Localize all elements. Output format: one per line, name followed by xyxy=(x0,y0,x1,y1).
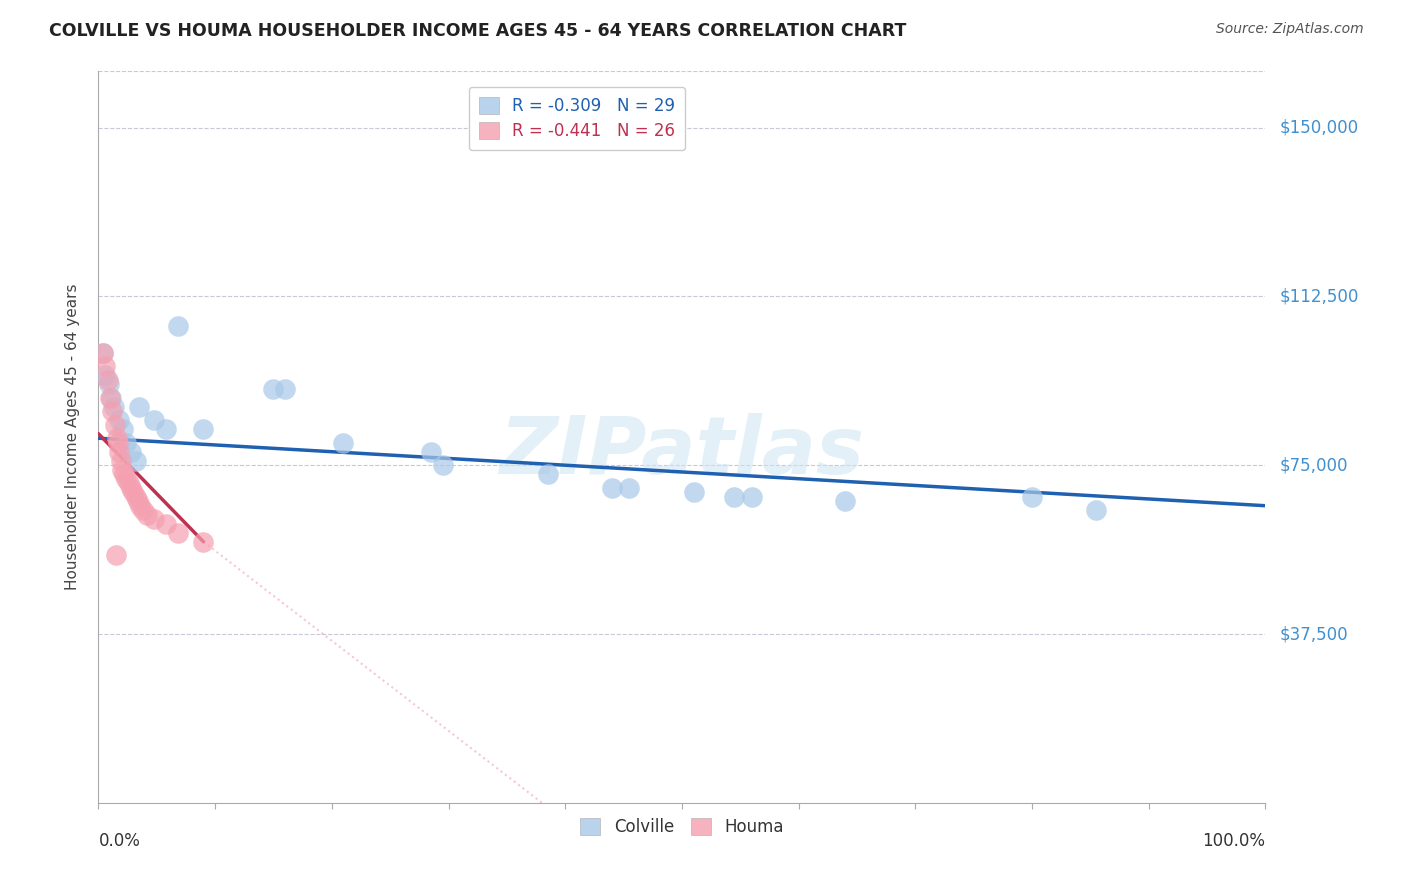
Point xyxy=(120,481,142,495)
Point xyxy=(120,444,142,458)
Point xyxy=(155,516,177,531)
Point xyxy=(166,318,188,333)
Point xyxy=(682,485,704,500)
Point xyxy=(600,481,623,495)
Text: Source: ZipAtlas.com: Source: ZipAtlas.com xyxy=(1216,22,1364,37)
Point xyxy=(105,431,128,445)
Text: 100.0%: 100.0% xyxy=(1202,832,1265,850)
Point xyxy=(108,444,131,458)
Point xyxy=(420,444,443,458)
Point xyxy=(834,494,856,508)
Text: 0.0%: 0.0% xyxy=(98,832,141,850)
Point xyxy=(193,422,215,436)
Point xyxy=(741,490,763,504)
Point xyxy=(166,525,188,540)
Point xyxy=(537,467,560,482)
Point xyxy=(100,391,122,405)
Point xyxy=(103,400,125,414)
Text: $37,500: $37,500 xyxy=(1279,625,1348,643)
Text: COLVILLE VS HOUMA HOUSEHOLDER INCOME AGES 45 - 64 YEARS CORRELATION CHART: COLVILLE VS HOUMA HOUSEHOLDER INCOME AGE… xyxy=(49,22,907,40)
Point xyxy=(115,472,138,486)
Point xyxy=(193,534,215,549)
Point xyxy=(129,499,152,513)
Point xyxy=(91,345,114,359)
Text: $75,000: $75,000 xyxy=(1279,456,1348,475)
Point xyxy=(104,417,127,432)
Point xyxy=(1021,490,1043,504)
Point xyxy=(128,400,150,414)
Legend: Colville, Houma: Colville, Houma xyxy=(571,807,793,846)
Point xyxy=(97,373,120,387)
Point xyxy=(136,508,159,522)
Point xyxy=(1085,503,1108,517)
Point xyxy=(94,368,117,383)
Point xyxy=(127,494,149,508)
Point xyxy=(125,453,148,467)
Point xyxy=(262,382,284,396)
Point xyxy=(111,463,134,477)
Point xyxy=(274,382,297,396)
Text: ZIPatlas: ZIPatlas xyxy=(499,413,865,491)
Point xyxy=(108,413,131,427)
Point xyxy=(122,485,145,500)
Y-axis label: Householder Income Ages 45 - 64 years: Householder Income Ages 45 - 64 years xyxy=(65,284,80,591)
Point xyxy=(111,422,134,436)
Text: $112,500: $112,500 xyxy=(1279,287,1358,305)
Point xyxy=(112,467,135,482)
Point xyxy=(107,435,129,450)
Point xyxy=(723,490,745,504)
Point xyxy=(125,490,148,504)
Point xyxy=(97,377,120,392)
Point xyxy=(98,391,121,405)
Point xyxy=(110,453,132,467)
Point xyxy=(118,476,141,491)
Point xyxy=(104,548,127,562)
Point xyxy=(101,404,124,418)
Text: $150,000: $150,000 xyxy=(1279,119,1358,136)
Point xyxy=(155,422,177,436)
Point xyxy=(619,481,641,495)
Point xyxy=(94,359,117,374)
Point xyxy=(115,435,138,450)
Point xyxy=(432,458,454,473)
Point xyxy=(91,345,114,359)
Point xyxy=(143,512,166,526)
Point xyxy=(332,435,354,450)
Point xyxy=(132,503,155,517)
Point xyxy=(143,413,166,427)
